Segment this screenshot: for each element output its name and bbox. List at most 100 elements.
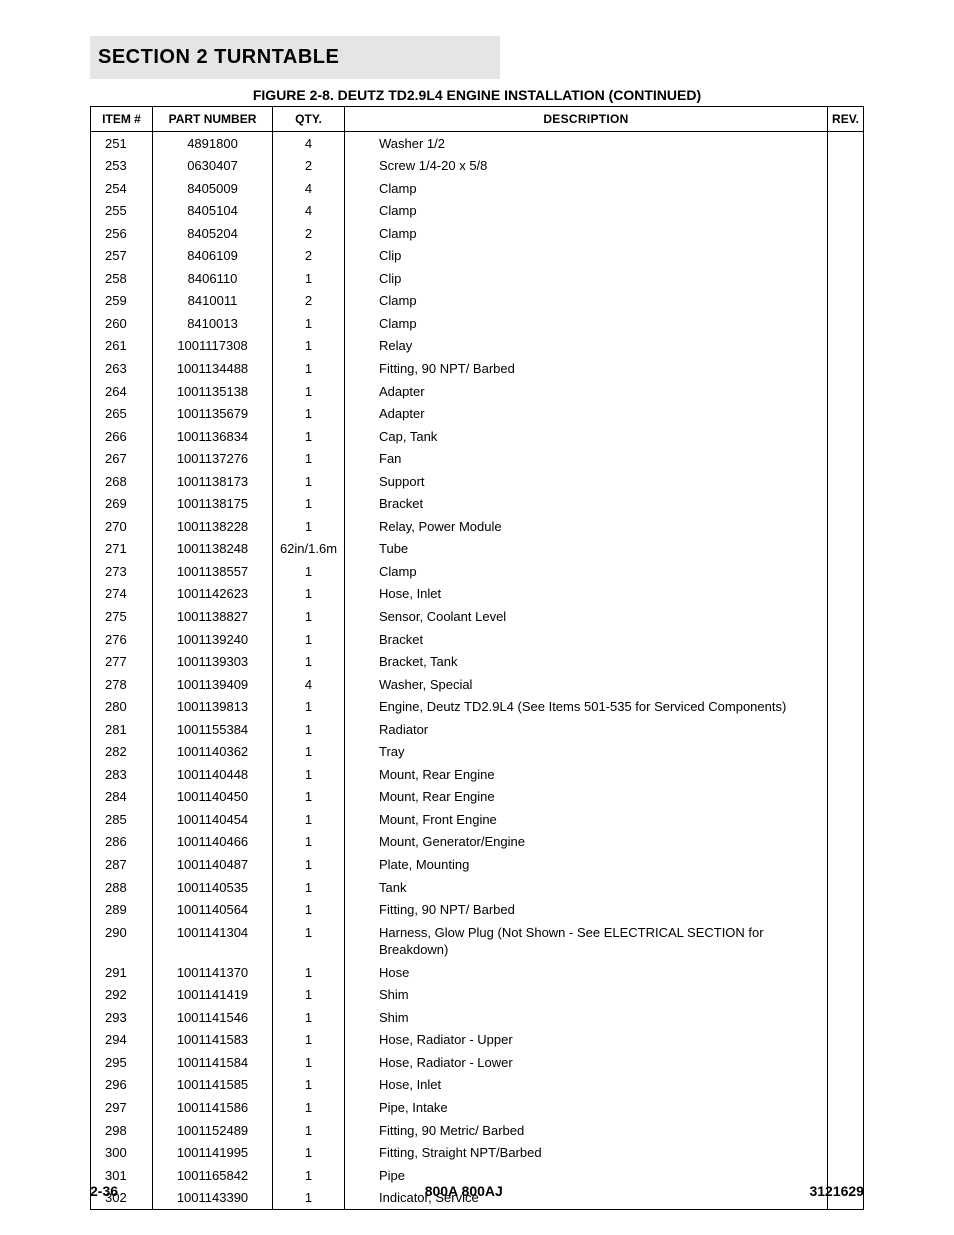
cell-desc: Clip (345, 267, 828, 290)
cell-part: 1001117308 (153, 335, 273, 358)
cell-item: 269 (91, 493, 153, 516)
table-row: 29310011415461Shim (91, 1006, 864, 1029)
cell-qty: 1 (273, 961, 345, 984)
cell-rev (828, 312, 864, 335)
table-row: 25148918004Washer 1/2 (91, 132, 864, 155)
cell-qty: 2 (273, 290, 345, 313)
section-header: SECTION 2 TURNTABLE (90, 36, 500, 79)
table-row: 30010011419951Fitting, Straight NPT/Barb… (91, 1142, 864, 1165)
cell-part: 8406109 (153, 245, 273, 268)
cell-part: 1001140535 (153, 876, 273, 899)
cell-rev (828, 155, 864, 178)
cell-rev (828, 763, 864, 786)
cell-rev (828, 1119, 864, 1142)
cell-rev (828, 380, 864, 403)
table-row: 29510011415841Hose, Radiator - Lower (91, 1051, 864, 1074)
cell-item: 255 (91, 200, 153, 223)
cell-part: 1001138175 (153, 493, 273, 516)
cell-desc: Hose, Inlet (345, 583, 828, 606)
cell-rev (828, 786, 864, 809)
cell-part: 1001139303 (153, 651, 273, 674)
cell-item: 268 (91, 470, 153, 493)
cell-rev (828, 1097, 864, 1120)
cell-qty: 1 (273, 1029, 345, 1052)
cell-item: 258 (91, 267, 153, 290)
cell-rev (828, 357, 864, 380)
table-row: 26410011351381Adapter (91, 380, 864, 403)
cell-part: 4891800 (153, 132, 273, 155)
cell-part: 1001138228 (153, 515, 273, 538)
cell-qty: 4 (273, 200, 345, 223)
cell-qty: 1 (273, 357, 345, 380)
table-row: 28310011404481Mount, Rear Engine (91, 763, 864, 786)
table-row: 27610011392401Bracket (91, 628, 864, 651)
cell-part: 8410013 (153, 312, 273, 335)
cell-desc: Bracket (345, 493, 828, 516)
cell-rev (828, 673, 864, 696)
cell-part: 8406110 (153, 267, 273, 290)
cell-part: 1001139409 (153, 673, 273, 696)
cell-desc: Engine, Deutz TD2.9L4 (See Items 501-535… (345, 696, 828, 719)
table-row: 25984100112Clamp (91, 290, 864, 313)
cell-rev (828, 335, 864, 358)
parts-table: ITEM # PART NUMBER QTY. DESCRIPTION REV.… (90, 106, 864, 1210)
cell-part: 1001140362 (153, 741, 273, 764)
cell-item: 283 (91, 763, 153, 786)
table-row: 29610011415851Hose, Inlet (91, 1074, 864, 1097)
cell-part: 1001138557 (153, 560, 273, 583)
cell-rev (828, 605, 864, 628)
table-row: 25784061092Clip (91, 245, 864, 268)
cell-rev (828, 831, 864, 854)
cell-desc: Hose, Radiator - Upper (345, 1029, 828, 1052)
cell-desc: Tank (345, 876, 828, 899)
cell-desc: Mount, Generator/Engine (345, 831, 828, 854)
cell-qty: 1 (273, 831, 345, 854)
cell-qty: 1 (273, 267, 345, 290)
cell-part: 1001139240 (153, 628, 273, 651)
cell-rev (828, 493, 864, 516)
cell-rev (828, 132, 864, 155)
cell-rev (828, 696, 864, 719)
cell-item: 298 (91, 1119, 153, 1142)
cell-qty: 1 (273, 1097, 345, 1120)
cell-item: 259 (91, 290, 153, 313)
cell-item: 260 (91, 312, 153, 335)
cell-qty: 4 (273, 132, 345, 155)
cell-rev (828, 425, 864, 448)
cell-part: 8405009 (153, 177, 273, 200)
cell-qty: 1 (273, 786, 345, 809)
cell-desc: Mount, Front Engine (345, 808, 828, 831)
table-row: 28410011404501Mount, Rear Engine (91, 786, 864, 809)
cell-item: 276 (91, 628, 153, 651)
cell-desc: Relay (345, 335, 828, 358)
header-item: ITEM # (91, 107, 153, 132)
cell-rev (828, 854, 864, 877)
cell-part: 1001138173 (153, 470, 273, 493)
cell-rev (828, 984, 864, 1007)
footer-page: 2-36 (90, 1183, 118, 1199)
table-row: 26910011381751Bracket (91, 493, 864, 516)
table-row: 28110011553841Radiator (91, 718, 864, 741)
table-row: 28010011398131Engine, Deutz TD2.9L4 (See… (91, 696, 864, 719)
table-row: 27710011393031Bracket, Tank (91, 651, 864, 674)
cell-item: 291 (91, 961, 153, 984)
cell-rev (828, 267, 864, 290)
cell-item: 267 (91, 448, 153, 471)
cell-desc: Screw 1/4-20 x 5/8 (345, 155, 828, 178)
section-title: SECTION 2 TURNTABLE (98, 46, 500, 69)
cell-part: 8410011 (153, 290, 273, 313)
cell-part: 1001141585 (153, 1074, 273, 1097)
cell-part: 8405204 (153, 222, 273, 245)
table-row: 26610011368341Cap, Tank (91, 425, 864, 448)
cell-desc: Support (345, 470, 828, 493)
cell-qty: 1 (273, 515, 345, 538)
page-container: SECTION 2 TURNTABLE FIGURE 2-8. DEUTZ TD… (0, 0, 954, 1210)
cell-item: 273 (91, 560, 153, 583)
cell-item: 264 (91, 380, 153, 403)
cell-part: 1001152489 (153, 1119, 273, 1142)
cell-qty: 1 (273, 560, 345, 583)
table-row: 28810011405351Tank (91, 876, 864, 899)
cell-item: 253 (91, 155, 153, 178)
cell-qty: 1 (273, 425, 345, 448)
cell-desc: Shim (345, 984, 828, 1007)
